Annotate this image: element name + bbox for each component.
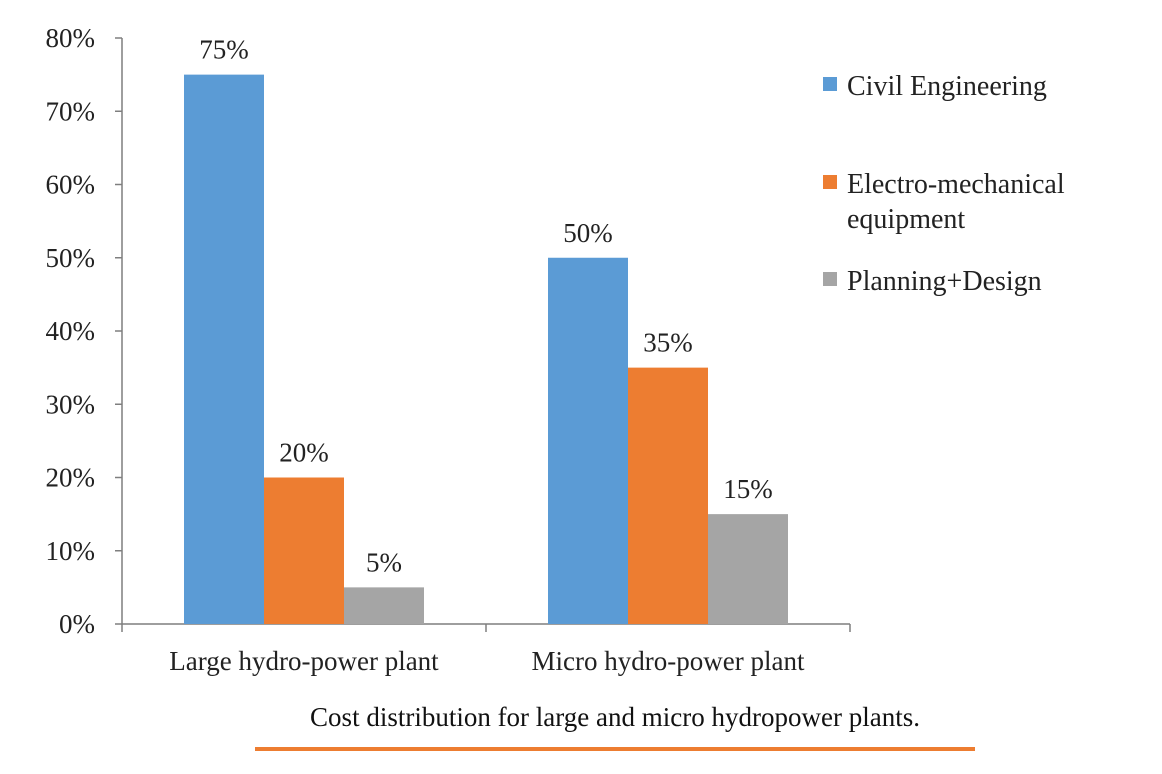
legend-label: Civil Engineering	[847, 71, 1047, 102]
y-tick-label: 40%	[46, 316, 96, 346]
legend-label: Electro-mechanical equipment	[847, 169, 1065, 235]
legend-swatch	[823, 272, 837, 286]
data-label: 20%	[279, 438, 329, 468]
bar	[184, 74, 264, 624]
bar-chart: 0% 10% 20% 30% 40% 50% 60% 70% 80% 75% 20% 5% Large …	[46, 23, 1065, 676]
y-tick-label: 10%	[46, 536, 96, 566]
y-tick-label: 20%	[46, 463, 96, 493]
y-tick-label: 70%	[46, 96, 96, 126]
legend-label: Planning+Design	[847, 266, 1042, 297]
legend-swatch	[823, 175, 837, 189]
y-tick-label: 50%	[46, 243, 96, 273]
data-label: 75%	[199, 35, 249, 65]
data-label: 50%	[563, 218, 613, 248]
y-tick-label: 0%	[59, 609, 95, 639]
data-label: 15%	[723, 474, 773, 504]
bar	[548, 257, 628, 624]
data-label: 35%	[643, 328, 693, 358]
bar	[628, 367, 708, 624]
legend-swatch	[823, 77, 837, 91]
bar	[708, 514, 788, 624]
y-tick-label: 80%	[46, 23, 96, 53]
bar	[344, 587, 424, 624]
x-tick-label: Micro hydro-power plant	[532, 646, 805, 676]
y-tick-label: 60%	[46, 170, 96, 200]
data-label: 5%	[366, 547, 402, 577]
x-tick-label: Large hydro-power plant	[169, 646, 439, 676]
bar	[264, 477, 344, 624]
figure-caption: Cost distribution for large and micro hy…	[310, 702, 920, 732]
y-tick-label: 30%	[46, 389, 96, 419]
caption-underline	[255, 747, 975, 751]
